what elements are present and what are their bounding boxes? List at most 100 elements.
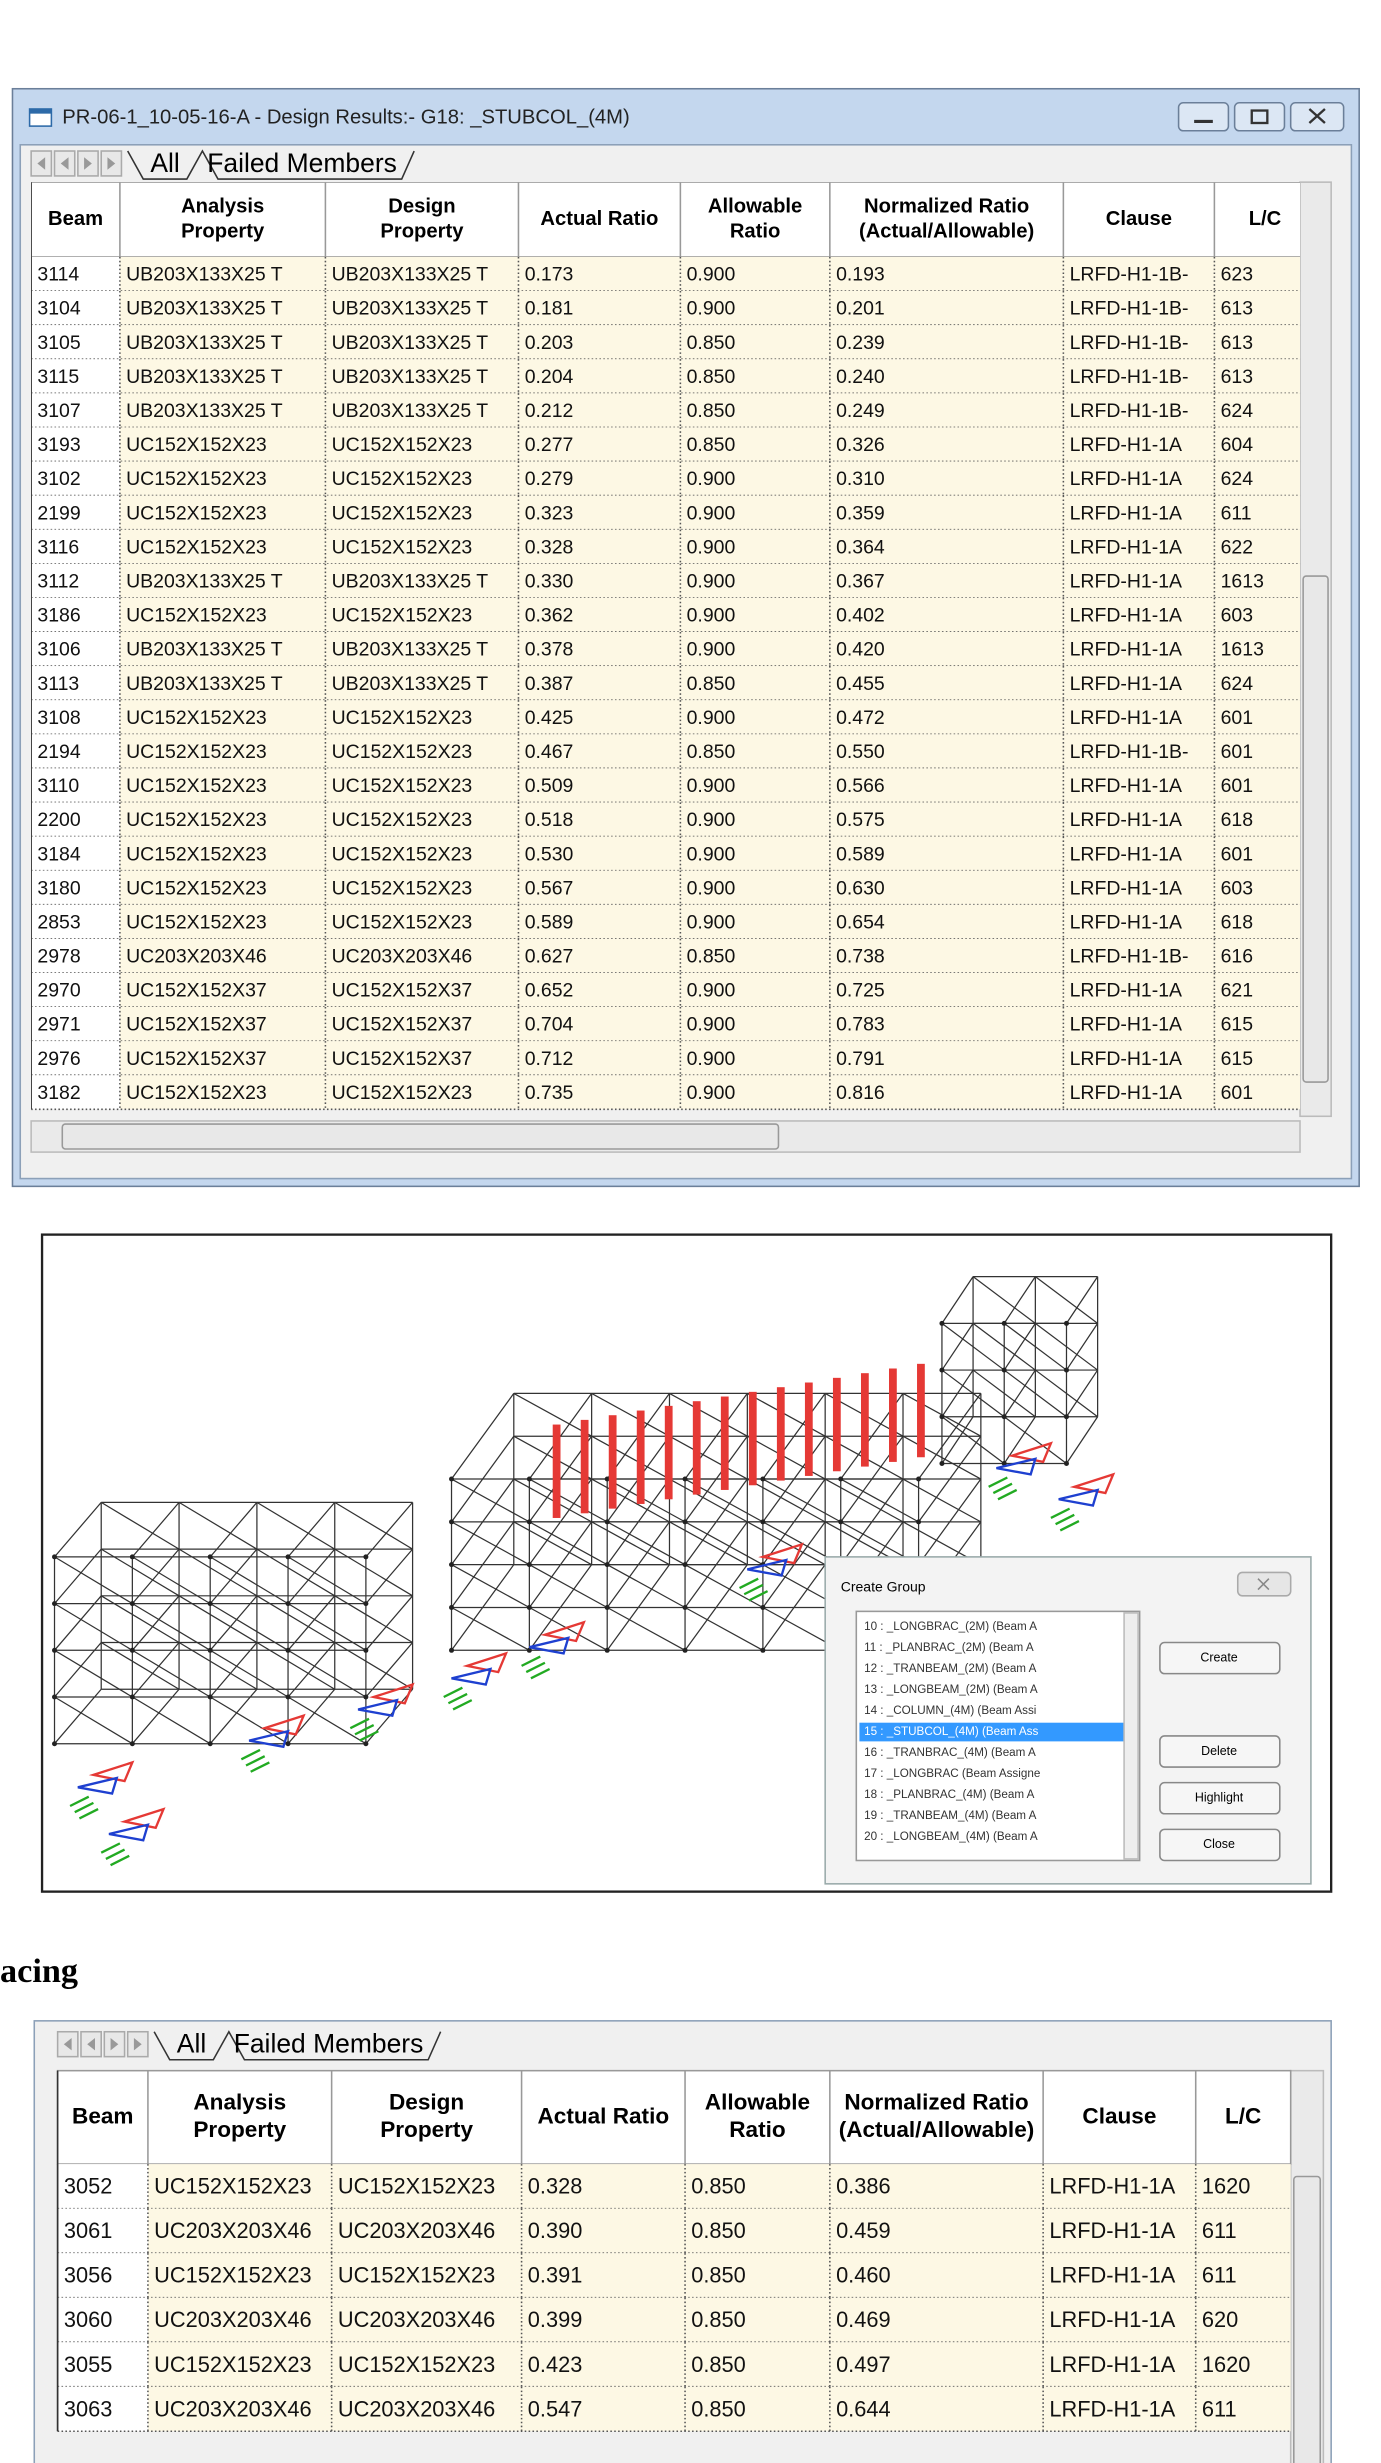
cell: 3180 <box>37 877 80 899</box>
node <box>363 1601 369 1607</box>
cell: 621 <box>1221 980 1253 1002</box>
cell: UC203X203X46 <box>154 2307 311 2332</box>
support <box>357 1698 399 1718</box>
list-item[interactable]: 10 : _LONGBRAC_(2M) (Beam A <box>864 1620 1037 1633</box>
member <box>54 1548 102 1605</box>
highlighted-member <box>636 1410 645 1504</box>
minimize-button[interactable] <box>1177 101 1230 132</box>
cell: 0.704 <box>525 1014 574 1036</box>
node <box>604 1476 610 1482</box>
cell: UC152X152X23 <box>332 1082 473 1104</box>
button-label[interactable]: Highlight <box>1195 1790 1244 1804</box>
maximize-glyph <box>1250 109 1269 125</box>
cell: LRFD-H1-1A <box>1070 980 1182 1002</box>
member <box>941 1369 974 1418</box>
dialog-button[interactable] <box>1159 1641 1281 1675</box>
cell: LRFD-H1-1A <box>1070 434 1182 456</box>
node <box>838 1476 844 1482</box>
row-bg <box>119 461 1301 496</box>
fixity <box>443 1686 473 1711</box>
node <box>1001 1367 1007 1373</box>
cell: 0.467 <box>525 741 574 763</box>
cell: LRFD-H1-1A <box>1070 911 1182 933</box>
cell: UC152X152X23 <box>332 741 473 763</box>
node <box>526 1647 532 1653</box>
button-label[interactable]: Delete <box>1201 1744 1237 1758</box>
member <box>287 1501 336 1558</box>
cell: 0.328 <box>528 2174 583 2199</box>
cell: UC152X152X37 <box>126 1014 267 1036</box>
column-header: Design <box>388 195 455 217</box>
row-key-bg <box>31 256 120 291</box>
node <box>207 1554 213 1560</box>
column-header: L/C <box>1225 2103 1261 2128</box>
cell: 0.850 <box>687 673 736 695</box>
cell: 0.783 <box>836 1014 885 1036</box>
cell: LRFD-H1-1A <box>1070 1014 1182 1036</box>
row-key-bg <box>31 290 120 326</box>
member <box>972 1322 1036 1371</box>
cell: UC152X152X23 <box>126 468 267 490</box>
button-label[interactable]: Create <box>1200 1650 1237 1664</box>
member <box>209 1688 258 1745</box>
member <box>941 1416 974 1464</box>
list-item[interactable]: 13 : _LONGBEAM_(2M) (Beam A <box>864 1683 1038 1696</box>
button-label[interactable]: Close <box>1203 1837 1235 1851</box>
list-item[interactable]: 18 : _PLANBRAC_(4M) (Beam A <box>864 1788 1035 1801</box>
node <box>1001 1320 1007 1326</box>
cell: 0.900 <box>687 707 736 729</box>
node <box>526 1562 532 1568</box>
member <box>178 1501 258 1550</box>
dialog-button[interactable] <box>1159 1781 1281 1815</box>
cell: 3055 <box>64 2352 112 2377</box>
list-item[interactable]: 12 : _TRANBEAM_(2M) (Beam A <box>864 1662 1037 1675</box>
cell: 0.367 <box>836 570 885 592</box>
column-header: Normalized Ratio <box>864 195 1029 217</box>
cell: 0.850 <box>691 2352 746 2377</box>
row-key-bg <box>31 495 120 530</box>
cell: 0.900 <box>687 809 736 831</box>
member <box>684 1564 748 1651</box>
highlighted-member <box>720 1396 729 1490</box>
member <box>365 1501 414 1558</box>
list-item[interactable]: 17 : _LONGBRAC (Beam Assigne <box>864 1767 1040 1780</box>
list-item[interactable]: 16 : _TRANBRAC_(4M) (Beam A <box>864 1746 1036 1759</box>
tab-label: All <box>177 2029 206 2059</box>
cell: 0.850 <box>691 2396 746 2421</box>
member <box>287 1696 367 1745</box>
list-item[interactable]: 20 : _LONGBEAM_(4M) (Beam A <box>864 1830 1038 1843</box>
cell: 0.204 <box>525 366 574 388</box>
column-header: Property <box>181 220 265 242</box>
row-key-bg <box>31 734 120 769</box>
member <box>451 1478 515 1566</box>
scroll-thumb[interactable] <box>1302 575 1329 1083</box>
row-key-bg <box>31 666 120 701</box>
member <box>334 1501 413 1550</box>
member <box>762 1435 826 1523</box>
support <box>108 1823 150 1842</box>
cell: 2976 <box>37 1048 80 1070</box>
list-item[interactable]: 19 : _TRANBEAM_(4M) (Beam A <box>864 1809 1037 1822</box>
node <box>1063 1414 1069 1420</box>
member <box>451 1564 515 1651</box>
nav-arrow <box>133 2037 142 2051</box>
hscroll-thumb[interactable] <box>61 1123 780 1150</box>
maximize-button[interactable] <box>1233 101 1286 132</box>
node <box>682 1647 688 1653</box>
dialog-button[interactable] <box>1159 1735 1281 1768</box>
list-item[interactable]: 11 : _PLANBRAC_(2M) (Beam A <box>864 1641 1034 1654</box>
member <box>131 1688 180 1745</box>
dialog-button[interactable] <box>1159 1828 1281 1862</box>
scroll-thumb-2[interactable] <box>1293 2175 1322 2463</box>
member <box>209 1501 258 1558</box>
cell: 0.644 <box>836 2396 891 2421</box>
cell: 0.203 <box>525 332 574 354</box>
cell: 0.193 <box>836 264 885 286</box>
cell: 0.364 <box>836 536 885 558</box>
row-key-bg <box>31 904 120 939</box>
cell: UC152X152X23 <box>126 911 267 933</box>
list-item[interactable]: 14 : _COLUMN_(4M) (Beam Assi <box>864 1704 1036 1717</box>
list-item[interactable]: 15 : _STUBCOL_(4M) (Beam Ass <box>864 1725 1038 1738</box>
member <box>762 1478 842 1523</box>
cell: 1620 <box>1202 2174 1250 2199</box>
